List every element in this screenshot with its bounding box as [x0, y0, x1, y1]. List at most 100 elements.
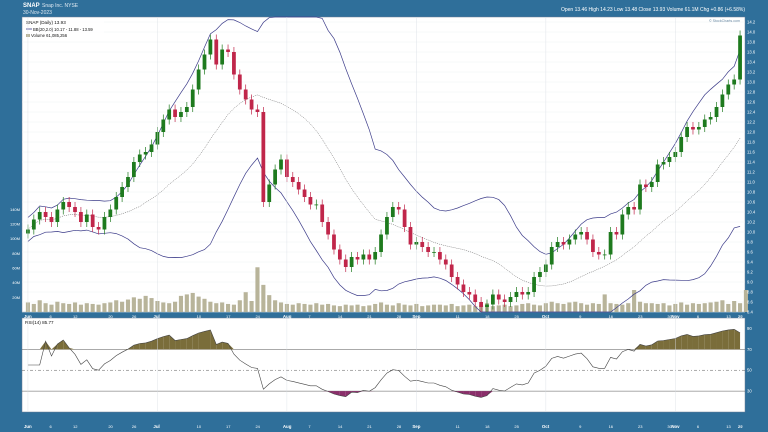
- volume-bar: [384, 304, 390, 312]
- bollinger-bands: [27, 16, 741, 313]
- volume-bar: [220, 302, 225, 312]
- volume-bar: [549, 301, 554, 312]
- legend-rsi: RSI(14) 85.77: [25, 320, 54, 325]
- volume-bar: [137, 298, 142, 312]
- candle-up: [649, 182, 654, 187]
- rsi-fill: [333, 391, 340, 396]
- candle-up: [202, 54, 207, 70]
- volume-bar: [720, 300, 725, 312]
- candle-up: [279, 159, 283, 170]
- candle-down: [473, 294, 478, 302]
- volume-bar: [243, 292, 248, 312]
- candle-down: [296, 182, 301, 190]
- price-tick-label: 13.0: [747, 80, 756, 85]
- rsi-fill: [681, 334, 688, 350]
- volume-bar: [296, 303, 301, 312]
- candle-down: [249, 99, 254, 110]
- candle-up: [490, 294, 495, 305]
- candle-up: [349, 257, 354, 267]
- rsi-fill: [357, 391, 364, 393]
- volume-bar: [108, 302, 113, 312]
- rsi-fill: [157, 336, 164, 350]
- rsi-fill: [51, 344, 58, 350]
- candle-up: [726, 84, 731, 95]
- candle-down: [420, 242, 425, 247]
- candle-down: [308, 197, 313, 205]
- volume-bar: [590, 303, 595, 312]
- volume-bar: [420, 306, 425, 312]
- price-tick-label: 11.0: [747, 180, 756, 185]
- volume-bar: [431, 304, 437, 312]
- price-tick-label: 8.4: [747, 310, 753, 315]
- rsi-axis: 30 50 70 90: [747, 326, 752, 394]
- volume-bar: [231, 304, 236, 312]
- rsi-fill: [186, 335, 193, 350]
- rsi-fill: [192, 333, 199, 350]
- candle-up: [485, 304, 489, 307]
- month-label: Aug: [283, 314, 292, 319]
- candle-down: [302, 189, 307, 197]
- candle-down: [691, 127, 695, 130]
- rsi-fill: [163, 335, 170, 350]
- candle-down: [232, 52, 236, 75]
- candle-up: [126, 177, 130, 187]
- volume-bar: [626, 303, 631, 312]
- volume-bar: [78, 304, 83, 312]
- candle-down: [332, 234, 336, 250]
- watermark: © StockCharts.com: [709, 19, 740, 23]
- price-tick-label: 10.8: [747, 190, 756, 195]
- price-tick-label: 11.4: [747, 160, 756, 165]
- rsi-fill: [657, 340, 664, 350]
- candle-up: [696, 127, 701, 130]
- volume-bar: [343, 304, 348, 312]
- symbol: SNAP: [23, 3, 40, 9]
- rsi-tick-label: 30: [747, 389, 752, 394]
- volume-bar: [67, 303, 72, 312]
- volume-bar: [620, 304, 625, 312]
- candle-up: [273, 169, 278, 185]
- candle-up: [114, 197, 119, 210]
- day-label: 17: [226, 314, 231, 319]
- month-label: Jul: [153, 314, 159, 319]
- volume-bar: [373, 303, 378, 312]
- volume-bar: [320, 304, 325, 312]
- candle-up: [567, 239, 572, 245]
- candle-up: [608, 232, 613, 255]
- candle-up: [179, 112, 183, 117]
- day-label: 12: [73, 424, 78, 429]
- candle-up: [267, 184, 272, 202]
- candle-down: [585, 232, 589, 240]
- volume-bar: [573, 301, 578, 312]
- day-label: 21: [367, 424, 372, 429]
- price-tick-label: 11.8: [747, 140, 756, 145]
- volume-bar: [290, 304, 295, 312]
- volume-tick-label: 100M: [10, 236, 20, 241]
- day-label: 14: [338, 424, 343, 429]
- price-tick-label: 12.6: [747, 100, 756, 105]
- ohlc-summary: Open 13.46 High 14.23 Low 13.48 Close 13…: [561, 7, 745, 13]
- volume-bar: [367, 305, 372, 312]
- candle-down: [261, 112, 266, 202]
- rsi-fill: [151, 338, 158, 350]
- volume-bar: [202, 298, 207, 312]
- day-label: 18: [485, 424, 490, 429]
- price-tick-label: 9.8: [747, 240, 753, 245]
- volume-bar: [649, 303, 654, 312]
- volume-bar: [567, 302, 572, 312]
- candle-down: [426, 247, 431, 252]
- volume-bar: [443, 305, 448, 312]
- candle-down: [43, 212, 48, 217]
- price-tick-label: 14.0: [747, 30, 756, 35]
- candle-up: [196, 69, 201, 90]
- volume-bar: [102, 303, 107, 312]
- candle-down: [443, 259, 448, 265]
- candle-up: [720, 94, 725, 107]
- rsi-fill: [339, 391, 346, 397]
- volume-tick-label: 40M: [12, 280, 20, 285]
- candlesticks: [26, 30, 742, 312]
- volume-bar: [90, 303, 95, 312]
- candle-up: [131, 162, 136, 177]
- volume-bar: [349, 305, 354, 312]
- volume-bar: [437, 304, 442, 312]
- rsi-fill: [698, 334, 705, 350]
